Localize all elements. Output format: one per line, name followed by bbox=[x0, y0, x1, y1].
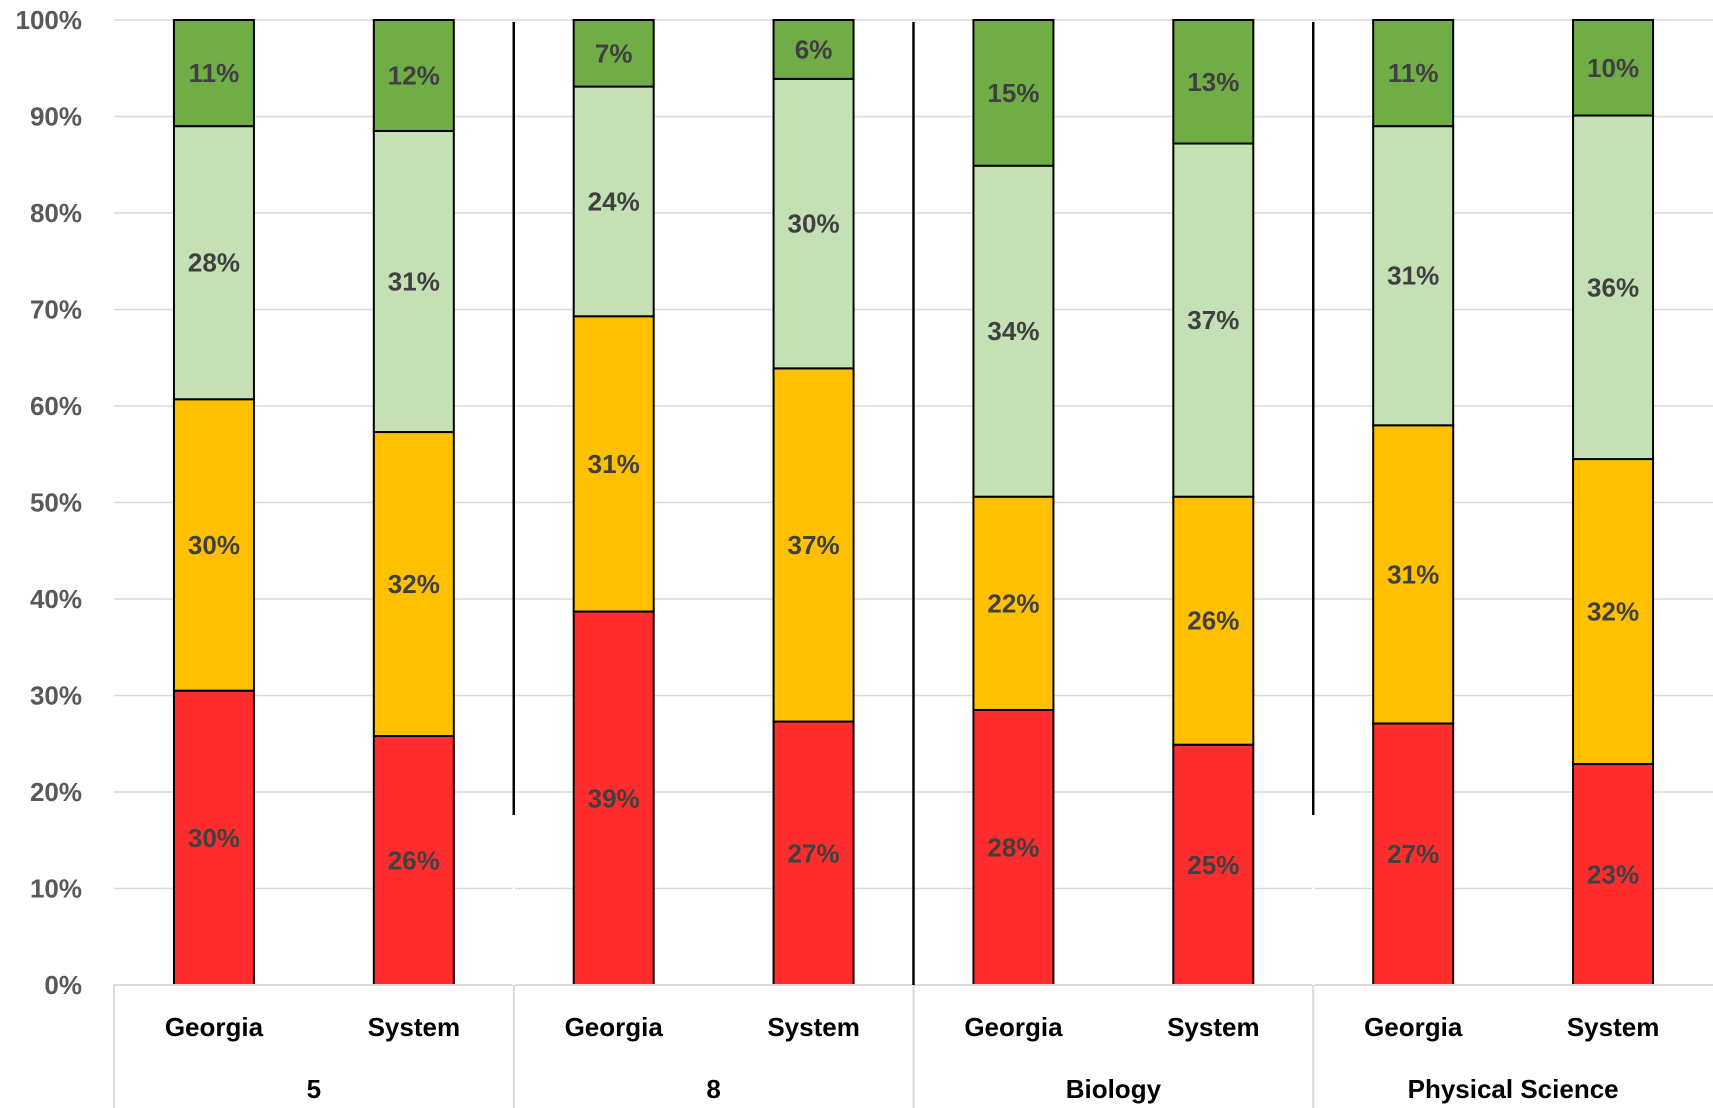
data-label: 11% bbox=[1388, 58, 1439, 88]
y-tick-label: 100% bbox=[16, 5, 83, 35]
category-label: Georgia bbox=[565, 1012, 664, 1042]
bar-segment bbox=[1572, 114, 1655, 461]
data-label: 25% bbox=[1187, 850, 1239, 880]
bar-segment bbox=[572, 610, 655, 986]
y-tick-label: 20% bbox=[30, 777, 82, 807]
data-label: 37% bbox=[788, 530, 840, 560]
data-label: 6% bbox=[795, 34, 833, 64]
bar-segment bbox=[572, 85, 655, 318]
y-tick-label: 80% bbox=[30, 198, 82, 228]
data-label: 22% bbox=[987, 588, 1039, 618]
data-label: 28% bbox=[188, 248, 240, 278]
category-label: System bbox=[368, 1012, 461, 1042]
bar-segment bbox=[972, 19, 1055, 167]
category-label: System bbox=[1167, 1012, 1260, 1042]
bar-segment bbox=[572, 19, 655, 88]
bar-segment bbox=[772, 77, 855, 370]
bar-segment bbox=[372, 735, 455, 987]
data-label: 39% bbox=[588, 783, 640, 813]
group-label: Physical Science bbox=[1408, 1074, 1619, 1104]
data-label: 11% bbox=[189, 58, 240, 88]
category-label: Georgia bbox=[964, 1012, 1063, 1042]
y-tick-label: 30% bbox=[30, 681, 82, 711]
bar-segment bbox=[572, 315, 655, 613]
bar-segment bbox=[172, 398, 255, 692]
bar-segment bbox=[972, 495, 1055, 711]
y-tick-label: 40% bbox=[30, 584, 82, 614]
bar-segment bbox=[1372, 19, 1455, 128]
data-label: 32% bbox=[388, 569, 440, 599]
data-label: 31% bbox=[1387, 559, 1439, 589]
bar-segment bbox=[772, 19, 855, 80]
bar-segment bbox=[972, 164, 1055, 498]
data-label: 30% bbox=[188, 823, 240, 853]
data-label: 12% bbox=[388, 60, 440, 90]
data-label: 27% bbox=[788, 838, 840, 868]
bar-segment bbox=[1572, 19, 1655, 117]
data-label: 28% bbox=[987, 832, 1039, 862]
data-label: 13% bbox=[1187, 67, 1239, 97]
group-label: 5 bbox=[307, 1074, 321, 1104]
bar-segment bbox=[1172, 495, 1255, 746]
bar-segment bbox=[1172, 19, 1255, 145]
data-label: 24% bbox=[588, 186, 640, 216]
bar-segment bbox=[172, 125, 255, 401]
data-label: 32% bbox=[1587, 597, 1639, 627]
y-tick-label: 90% bbox=[30, 102, 82, 132]
bar-segment bbox=[172, 689, 255, 986]
bar-segment bbox=[172, 19, 255, 128]
y-tick-label: 50% bbox=[30, 488, 82, 518]
category-label: System bbox=[767, 1012, 860, 1042]
y-tick-label: 70% bbox=[30, 295, 82, 325]
data-label: 30% bbox=[788, 209, 840, 239]
category-label: System bbox=[1567, 1012, 1660, 1042]
data-label: 31% bbox=[588, 449, 640, 479]
data-label: 27% bbox=[1387, 839, 1439, 869]
category-label: Georgia bbox=[1364, 1012, 1463, 1042]
y-tick-label: 10% bbox=[30, 874, 82, 904]
bar-segment bbox=[372, 19, 455, 132]
bar-segment bbox=[1572, 763, 1655, 987]
data-label: 31% bbox=[388, 267, 440, 297]
data-label: 15% bbox=[987, 78, 1039, 108]
data-label: 10% bbox=[1587, 53, 1639, 83]
bar-segment bbox=[772, 720, 855, 986]
data-label: 26% bbox=[388, 846, 440, 876]
data-label: 37% bbox=[1187, 305, 1239, 335]
data-label: 31% bbox=[1387, 261, 1439, 291]
category-label: Georgia bbox=[165, 1012, 264, 1042]
y-tick-label: 60% bbox=[30, 391, 82, 421]
group-label: Biology bbox=[1066, 1074, 1162, 1104]
bar-segment bbox=[1372, 125, 1455, 427]
data-label: 30% bbox=[188, 530, 240, 560]
data-label: 7% bbox=[595, 38, 633, 68]
data-label: 26% bbox=[1187, 606, 1239, 636]
y-tick-label: 0% bbox=[44, 970, 82, 1000]
bar-segment bbox=[1172, 142, 1255, 498]
data-label: 34% bbox=[987, 316, 1039, 346]
data-label: 23% bbox=[1587, 860, 1639, 890]
group-label: 8 bbox=[706, 1074, 720, 1104]
data-label: 36% bbox=[1587, 272, 1639, 302]
bar-segment bbox=[1172, 743, 1255, 987]
